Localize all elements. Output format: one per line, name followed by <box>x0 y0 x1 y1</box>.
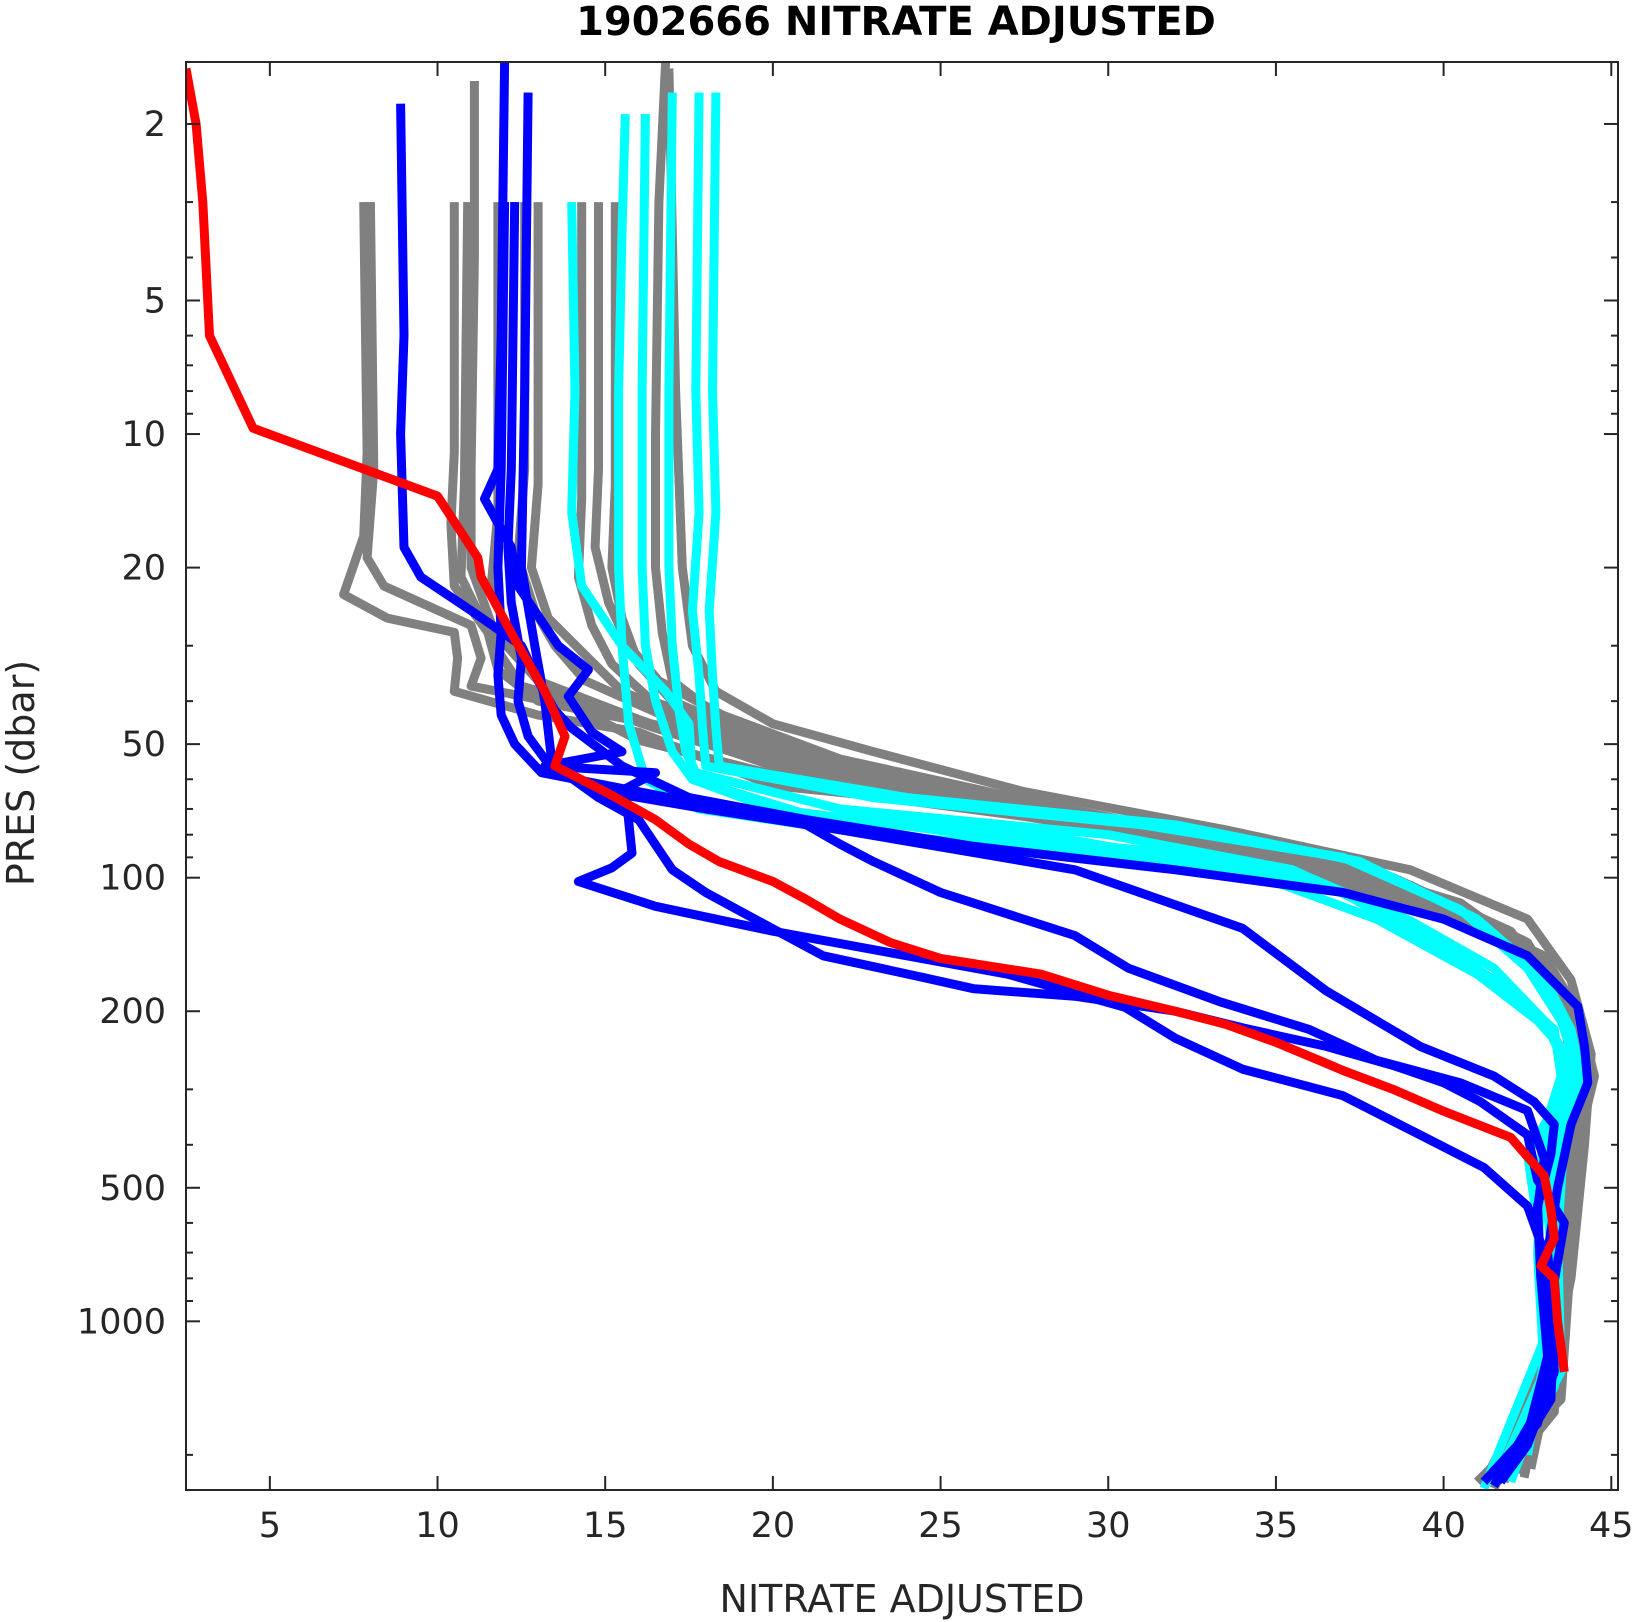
plot-frame <box>185 61 1619 1491</box>
profile-line-red-25 <box>186 67 1569 1373</box>
y-tick-label: 5 <box>144 282 166 322</box>
y-tick-label: 20 <box>121 549 166 589</box>
y-axis-label: PRES (dbar) <box>0 660 43 886</box>
x-tick-label: 25 <box>918 1506 963 1546</box>
x-tick-label: 20 <box>751 1506 796 1546</box>
y-tick-label: 10 <box>121 415 166 455</box>
profile-line-blue-24 <box>493 202 1559 1485</box>
x-tick-label: 40 <box>1421 1506 1466 1546</box>
chart-title: 1902666 NITRATE ADJUSTED <box>576 0 1216 45</box>
series-layer <box>186 62 1599 1490</box>
y-tick-label: 50 <box>121 725 166 765</box>
x-tick-label: 15 <box>583 1506 628 1546</box>
profile-line-gray-13 <box>664 68 1596 1470</box>
y-tick-label: 500 <box>99 1169 166 1209</box>
x-tick-label: 45 <box>1589 1506 1634 1546</box>
ticks-layer <box>186 62 1618 1490</box>
y-tick-label: 1000 <box>77 1302 166 1342</box>
y-tick-label: 2 <box>144 105 166 145</box>
x-tick-label: 35 <box>1254 1506 1299 1546</box>
x-tick-label: 10 <box>415 1506 460 1546</box>
y-tick-label: 200 <box>99 992 166 1032</box>
x-axis-label: NITRATE ADJUSTED <box>720 1577 1085 1621</box>
x-tick-label: 30 <box>1086 1506 1131 1546</box>
profile-line-blue-20 <box>396 103 1593 1467</box>
y-tick-label: 100 <box>99 859 166 899</box>
x-tick-label: 5 <box>259 1506 281 1546</box>
